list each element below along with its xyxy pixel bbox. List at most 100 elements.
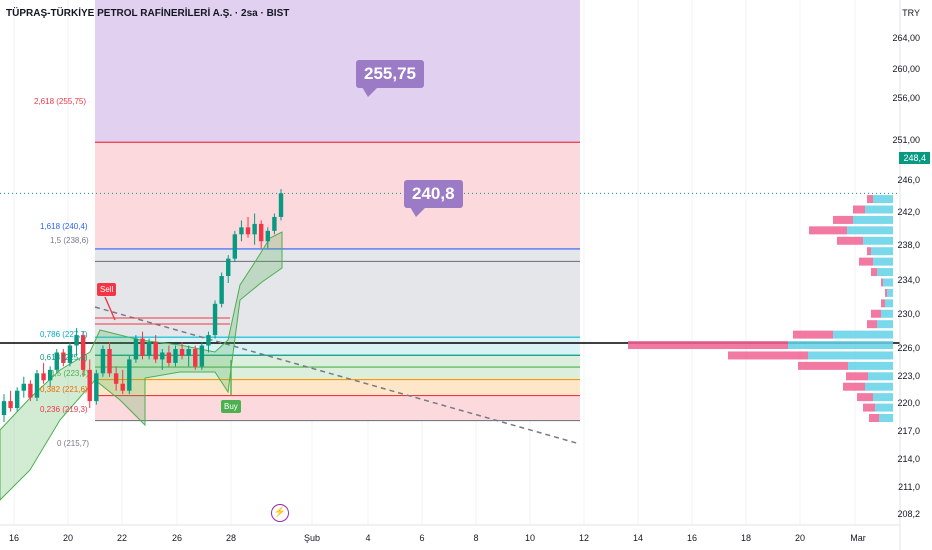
candle-body <box>94 373 99 402</box>
fib-zone-upper <box>95 142 580 249</box>
candle-body <box>173 349 178 363</box>
price-tick: 264,00 <box>892 33 920 43</box>
candle-body <box>87 369 92 402</box>
candle-body <box>265 230 271 242</box>
candle-body <box>28 383 33 398</box>
candle-body <box>47 369 53 381</box>
volume-profile-down-bar <box>863 403 875 412</box>
fib-label-0786: 0,786 (227,7) <box>40 330 88 339</box>
volume-profile-down-bar <box>871 309 881 318</box>
time-tick: 28 <box>225 533 237 543</box>
target-callout-lower[interactable]: 240,8 <box>404 180 463 217</box>
price-tick: 230,0 <box>897 309 920 319</box>
candle-body <box>245 227 251 235</box>
price-tick: 242,0 <box>897 207 920 217</box>
candle-body <box>120 383 125 391</box>
volume-profile-down-bar <box>853 205 865 214</box>
currency-label: TRY <box>902 8 920 18</box>
candle-body <box>166 352 172 363</box>
target-callout-upper[interactable]: 255,75 <box>356 60 424 97</box>
volume-profile-up-bar <box>887 288 893 297</box>
candle-body <box>21 383 26 391</box>
time-tick: 16 <box>686 533 698 543</box>
time-tick: 18 <box>740 533 752 543</box>
volume-profile-up-bar <box>788 341 893 350</box>
volume-profile-down-bar <box>833 215 853 224</box>
candle-body <box>186 349 191 356</box>
candle-body <box>272 216 277 231</box>
volume-profile-down-bar <box>798 361 848 370</box>
candle-body <box>80 335 86 370</box>
candle-body <box>67 345 73 363</box>
volume-profile-down-bar <box>885 288 887 297</box>
price-tick: 260,00 <box>892 64 920 74</box>
volume-profile-up-bar <box>871 247 893 256</box>
volume-profile-up-bar <box>833 330 893 339</box>
candle-body <box>212 303 218 336</box>
candle-body <box>127 359 132 391</box>
volume-profile-up-bar <box>847 226 893 235</box>
volume-profile-up-bar <box>865 205 893 214</box>
candle-body <box>146 342 152 356</box>
price-tick: 226,0 <box>897 343 920 353</box>
price-tick: 234,0 <box>897 275 920 285</box>
candle-body <box>226 258 231 277</box>
fib-label-0: 0 (215,7) <box>57 439 90 448</box>
volume-profile-up-bar <box>853 215 893 224</box>
volume-profile-up-bar <box>877 268 893 277</box>
time-tick: Şub <box>303 533 321 543</box>
last-price-tag: 248,4 <box>899 152 930 164</box>
sell-signal-pointer <box>104 296 116 321</box>
volume-profile-down-bar <box>867 320 877 329</box>
price-tick: 223,0 <box>897 371 920 381</box>
volume-profile-down-bar <box>859 257 873 266</box>
buy-signal[interactable]: Buy <box>221 400 241 413</box>
fib-label-2618: 2,618 (255,75) <box>34 97 87 106</box>
candle-body <box>278 193 284 217</box>
volume-profile-up-bar <box>865 382 893 391</box>
lightning-icon[interactable]: ⚡ <box>271 504 289 522</box>
candle-body <box>74 335 79 346</box>
volume-profile-up-bar <box>877 320 893 329</box>
volume-profile-up-bar <box>875 403 893 412</box>
price-tick: 256,00 <box>892 93 920 103</box>
volume-profile-down-bar <box>867 195 873 204</box>
sell-signal[interactable]: Sell <box>97 283 117 296</box>
candle-body <box>232 234 238 259</box>
volume-profile-down-bar <box>846 372 868 381</box>
time-tick: 20 <box>62 533 74 543</box>
volume-profile-up-bar <box>863 236 893 245</box>
candle-body <box>1 401 7 416</box>
time-tick: 16 <box>8 533 20 543</box>
candle-body <box>219 276 224 304</box>
fib-label-15: 1,5 (238,6) <box>50 236 89 245</box>
candle-body <box>8 401 13 409</box>
volume-profile-up-bar <box>873 195 893 204</box>
time-tick: 4 <box>365 533 371 543</box>
fib-label-0618: 0,618 (225,1) <box>40 353 88 362</box>
time-tick: 26 <box>171 533 183 543</box>
time-tick: 22 <box>116 533 128 543</box>
candle-body <box>259 223 264 242</box>
volume-profile-down-bar <box>881 299 885 308</box>
volume-profile-down-bar <box>843 382 865 391</box>
fib-zone-lower <box>95 395 580 421</box>
volume-profile-down-bar <box>837 236 863 245</box>
price-tick: 246,0 <box>897 175 920 185</box>
price-tick: 238,0 <box>897 240 920 250</box>
volume-profile-up-bar <box>879 414 893 422</box>
price-tick: 214,0 <box>897 454 920 464</box>
time-tick: 8 <box>473 533 479 543</box>
supertrend-band <box>0 231 283 501</box>
candle-body <box>193 349 198 367</box>
candle-body <box>41 373 46 381</box>
volume-profile-up-bar <box>868 372 893 381</box>
time-tick: 6 <box>419 533 425 543</box>
volume-profile-down-bar <box>809 226 847 235</box>
candle-body <box>34 373 40 398</box>
volume-profile-down-bar <box>728 351 808 360</box>
fib-label-0236: 0,236 (219,3) <box>40 405 88 414</box>
price-tick: 217,0 <box>897 426 920 436</box>
